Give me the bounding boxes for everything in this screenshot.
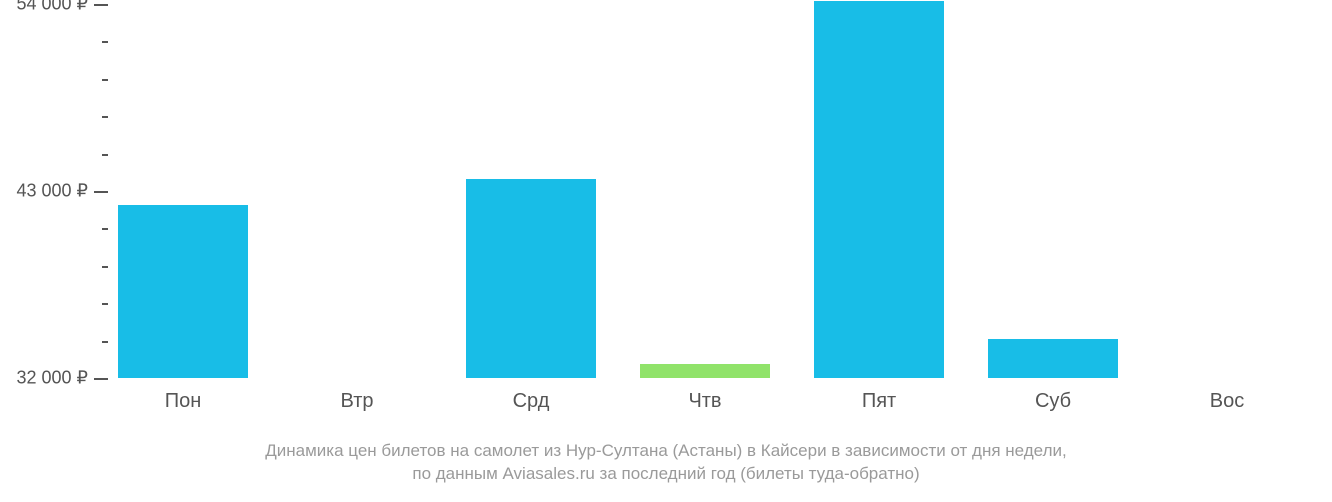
x-axis-labels: Пон Втр Срд Чтв Пят Суб Вос [108, 390, 1326, 420]
bar-sat [988, 339, 1118, 378]
bar-thu [640, 364, 770, 378]
bar-mon [118, 205, 248, 378]
x-label-sun: Вос [1210, 390, 1244, 413]
bar-wed [466, 179, 596, 378]
x-label-tue: Втр [341, 390, 374, 413]
bar-slot-mon [108, 4, 282, 378]
x-label-thu: Чтв [688, 390, 721, 413]
x-label-mon: Пон [165, 390, 202, 413]
y-axis: 54 000 ₽43 000 ₽32 000 ₽ [0, 4, 108, 378]
y-tick-major [94, 191, 108, 193]
bar-slot-fri [804, 4, 978, 378]
bar-fri [814, 1, 944, 378]
bar-slot-tue [282, 4, 456, 378]
chart-caption: Динамика цен билетов на самолет из Нур-С… [0, 440, 1332, 486]
bar-slot-sat [978, 4, 1152, 378]
y-tick-major [94, 378, 108, 380]
chart-caption-line2: по данным Aviasales.ru за последний год … [0, 463, 1332, 486]
x-label-wed: Срд [513, 390, 550, 413]
y-axis-label: 32 000 ₽ [16, 368, 88, 389]
y-axis-label: 43 000 ₽ [16, 181, 88, 202]
bar-slot-sun [1152, 4, 1326, 378]
y-axis-label: 54 000 ₽ [16, 0, 88, 15]
plot-area [108, 4, 1326, 378]
x-label-sat: Суб [1035, 390, 1071, 413]
price-by-weekday-chart: 54 000 ₽43 000 ₽32 000 ₽ ПонВтрСрдЧтвПят… [0, 0, 1332, 502]
chart-caption-line1: Динамика цен билетов на самолет из Нур-С… [0, 440, 1332, 463]
x-label-fri: Пят [862, 390, 896, 413]
y-tick-major [94, 4, 108, 6]
bar-slot-thu [630, 4, 804, 378]
bar-slot-wed [456, 4, 630, 378]
